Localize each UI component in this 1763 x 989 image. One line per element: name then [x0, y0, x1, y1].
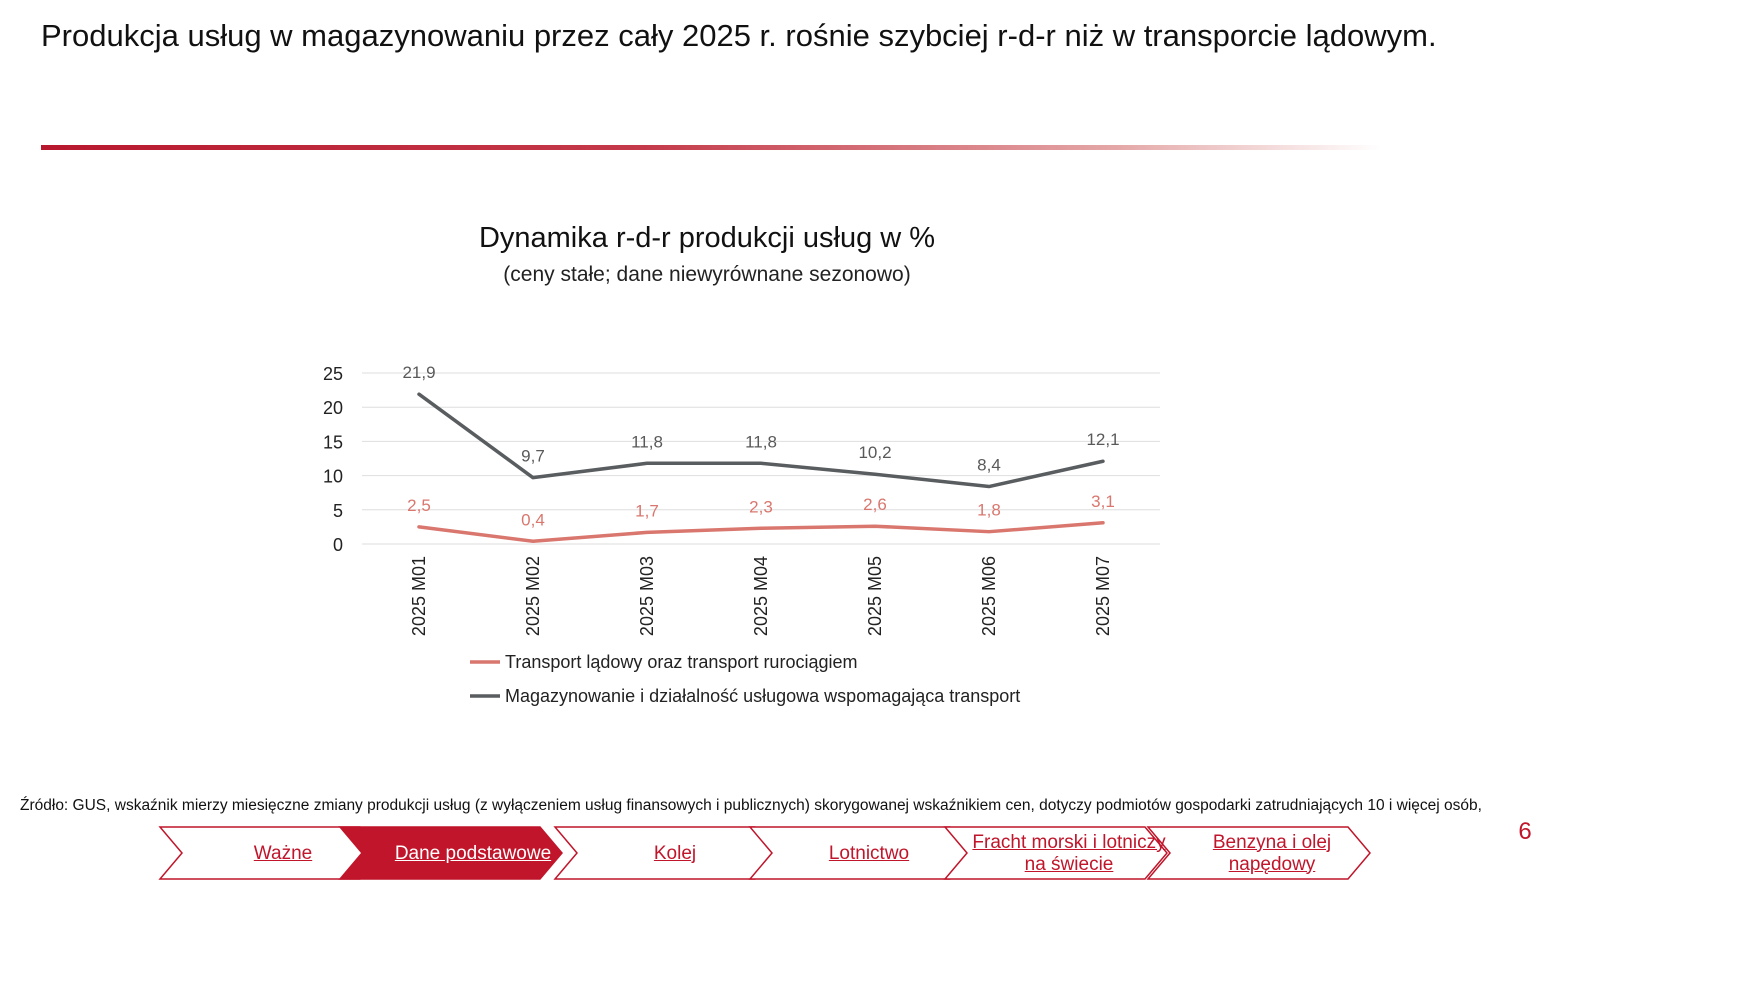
x-tick-label: 2025 M02	[523, 556, 543, 636]
series-transport-data-label: 1,7	[635, 501, 659, 520]
series-transport-data-label: 3,1	[1091, 492, 1115, 511]
x-tick-label: 2025 M01	[409, 556, 429, 636]
chart-gridlines	[362, 372, 1160, 545]
nav-arrow-shapes	[158, 826, 1371, 880]
y-tick-label: 15	[323, 432, 343, 452]
y-tick-label: 0	[333, 535, 343, 555]
x-tick-label: 2025 M07	[1093, 556, 1113, 636]
series-transport-data-label: 2,5	[407, 496, 431, 515]
series-transport-data-label: 1,8	[977, 501, 1001, 520]
y-tick-label: 10	[323, 467, 343, 487]
series-magazynowanie-data-label: 8,4	[977, 456, 1001, 475]
x-tick-label: 2025 M05	[865, 556, 885, 636]
nav-label: Ważne	[253, 842, 313, 864]
x-axis-ticks: 2025 M01 2025 M02 2025 M03 2025 M04 2025 M05…	[409, 556, 1113, 636]
chart-subtitle: (ceny stałe; dane niewyrównane sezonowo)	[503, 263, 911, 286]
y-tick-label: 5	[333, 501, 343, 521]
series-transport-data-label: 0,4	[521, 510, 545, 529]
nav-item-dane-podstawowe[interactable]: Dane podstawowe	[372, 828, 574, 879]
header-divider	[41, 145, 1381, 150]
nav-item-wazne[interactable]: Ważne	[188, 828, 378, 879]
source-note: Źródło: GUS, wskaźnik mierzy miesięczne …	[20, 797, 1482, 814]
y-tick-label: 25	[323, 364, 343, 384]
series-magazynowanie-data-label: 11,8	[745, 432, 777, 451]
series-transport-data-label: 2,6	[863, 495, 887, 514]
nav-item-fracht[interactable]: Fracht morski i lotniczy na świecie	[970, 828, 1168, 879]
nav-item-benzyna[interactable]: Benzyna i olej napędowy	[1180, 828, 1364, 879]
nav-label: Fracht morski i lotniczy na świecie	[972, 831, 1166, 875]
page-number: 6	[1518, 818, 1532, 845]
page-headline: Produkcja usług w magazynowaniu przez ca…	[41, 18, 1437, 53]
series-magazynowanie-data-label: 11,8	[631, 432, 663, 451]
y-tick-label: 20	[323, 398, 343, 418]
chart-title: Dynamika r-d-r produkcji usług w %	[478, 222, 936, 254]
nav-arrow-shape	[943, 826, 1168, 880]
legend-label: Magazynowanie i działalność usługowa wsp…	[505, 686, 1020, 706]
series-magazynowanie-data-label: 21,9	[402, 363, 435, 382]
series-transport-data-label: 2,3	[749, 497, 773, 516]
series-magazynowanie-data-label: 10,2	[858, 443, 891, 462]
y-axis-ticks: 0 5 10 15 20 25	[323, 364, 343, 555]
x-tick-label: 2025 M03	[637, 556, 657, 636]
nav-arrow-shape	[338, 826, 563, 880]
chart-series: 2,5 0,4 1,7 2,3 2,6 1,8 3,1 21,9 9,7 11,8 11,8 10,2…	[402, 363, 1120, 544]
nav-item-kolej[interactable]: Kolej	[580, 828, 770, 879]
legend-label: Transport lądowy oraz transport rurociąg…	[505, 652, 857, 672]
nav-label: Dane podstawowe	[394, 842, 552, 864]
nav-arrow-shape	[1146, 826, 1371, 880]
x-tick-label: 2025 M04	[751, 556, 771, 636]
nav-label: Lotnictwo	[828, 842, 910, 864]
series-magazynowanie-data-label: 9,7	[521, 447, 545, 466]
nav-label: Kolej	[653, 842, 697, 864]
series-magazynowanie-data-label: 12,1	[1086, 430, 1119, 449]
x-tick-label: 2025 M06	[979, 556, 999, 636]
chart-legend: Transport lądowy oraz transport rurociąg…	[470, 652, 1020, 706]
nav-label: Benzyna i olej napędowy	[1212, 831, 1332, 875]
nav-item-lotnictwo[interactable]: Lotnictwo	[774, 828, 964, 879]
